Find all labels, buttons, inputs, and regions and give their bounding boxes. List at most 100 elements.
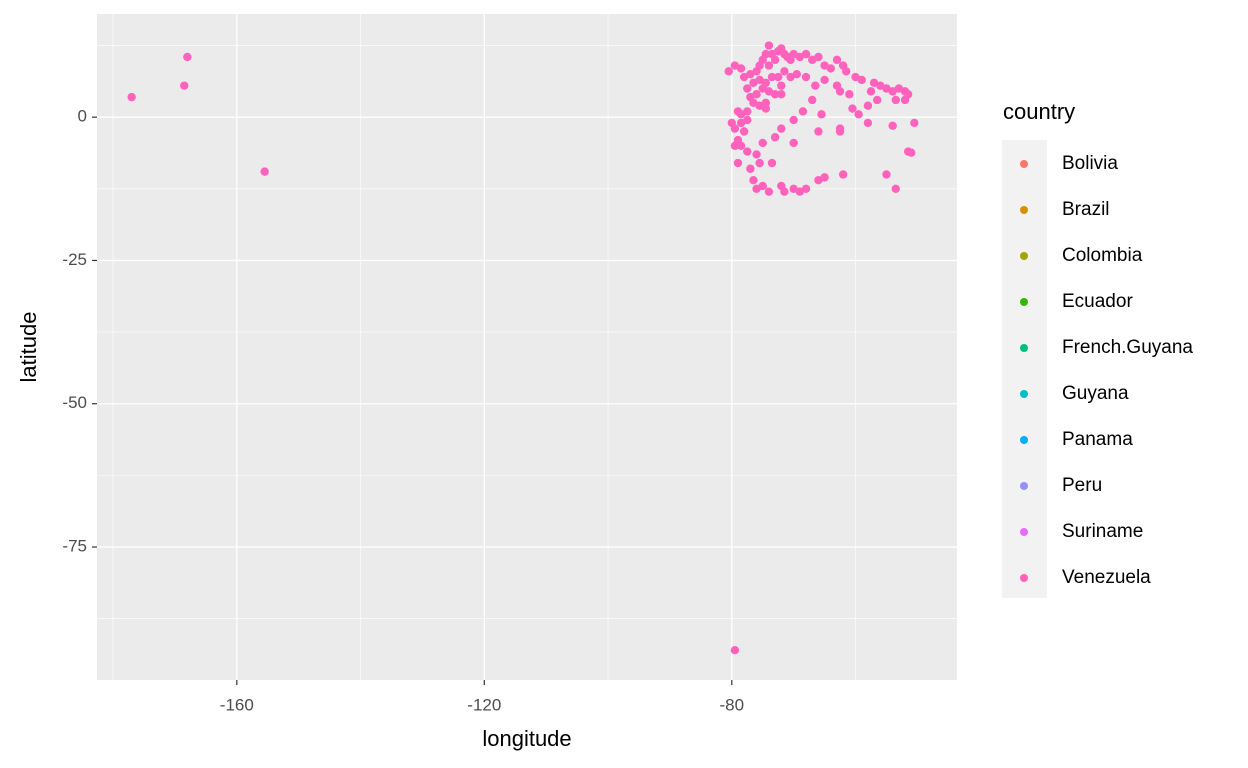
point	[832, 81, 842, 90]
point	[764, 187, 774, 196]
point	[730, 124, 740, 133]
legend-label: Guyana	[1062, 383, 1129, 404]
point	[798, 107, 808, 116]
y-tick-label: -25	[62, 250, 87, 269]
point	[736, 64, 746, 73]
point	[854, 110, 863, 119]
legend-label: Colombia	[1062, 245, 1143, 266]
point	[866, 87, 876, 96]
point	[730, 645, 740, 655]
point	[761, 49, 771, 59]
legend-label: Bolivia	[1062, 153, 1118, 174]
point	[743, 115, 752, 125]
point	[786, 72, 795, 82]
point	[820, 173, 829, 182]
point	[801, 184, 811, 194]
legend-label: Ecuador	[1062, 291, 1133, 312]
point	[777, 124, 786, 133]
point	[749, 78, 758, 87]
point	[808, 95, 817, 105]
x-axis-title: longitude	[482, 726, 571, 751]
point	[872, 95, 882, 105]
point	[845, 90, 854, 99]
legend-keys	[1002, 140, 1047, 598]
point	[842, 67, 851, 76]
point	[826, 64, 835, 73]
point	[900, 95, 910, 105]
point	[907, 148, 916, 157]
legend-label: French.Guyana	[1062, 337, 1193, 358]
point	[863, 118, 873, 128]
point	[801, 49, 811, 59]
legend-label: Peru	[1062, 475, 1102, 496]
point	[838, 170, 848, 179]
point	[733, 158, 743, 168]
point	[746, 164, 755, 173]
point	[755, 158, 764, 168]
point	[780, 67, 789, 76]
legend-marker	[1020, 482, 1028, 490]
point	[758, 138, 767, 148]
point	[749, 176, 758, 185]
point	[730, 141, 740, 151]
point	[857, 75, 866, 85]
legend-label: Panama	[1062, 429, 1133, 450]
point	[801, 72, 811, 82]
point	[773, 72, 783, 82]
point	[882, 170, 891, 179]
point	[767, 72, 777, 82]
legend-label: Venezuela	[1062, 567, 1151, 588]
point	[888, 121, 897, 130]
legend-marker	[1020, 436, 1028, 444]
legend-marker	[1020, 528, 1028, 536]
point	[183, 52, 192, 62]
legend-marker	[1020, 252, 1028, 260]
y-tick-label: -75	[62, 537, 87, 556]
point	[777, 81, 786, 90]
point	[832, 55, 842, 65]
legend-label: Brazil	[1062, 199, 1110, 220]
point	[743, 147, 752, 156]
legend-marker	[1020, 206, 1028, 214]
point	[739, 72, 749, 82]
point	[835, 127, 845, 136]
point	[770, 90, 780, 99]
point	[820, 75, 829, 85]
point	[777, 90, 786, 99]
point	[767, 158, 777, 168]
point	[752, 150, 761, 159]
legend-marker	[1020, 160, 1028, 168]
legend-title: country	[1003, 99, 1075, 124]
x-tick-label: -160	[220, 695, 254, 714]
point	[758, 181, 767, 191]
point	[910, 118, 919, 128]
point	[789, 115, 798, 125]
legend-marker	[1020, 298, 1028, 306]
legend-marker	[1020, 344, 1028, 352]
point	[724, 67, 733, 76]
y-axis-title: latitude	[16, 312, 41, 383]
x-tick-label: -120	[467, 695, 501, 714]
point	[764, 41, 774, 50]
panel	[97, 14, 957, 680]
point	[260, 167, 269, 176]
point	[811, 81, 820, 90]
legend-marker	[1020, 390, 1028, 398]
point	[761, 98, 771, 108]
x-tick-label: -80	[720, 695, 745, 714]
point	[733, 107, 743, 116]
point	[863, 101, 873, 110]
point	[817, 110, 826, 119]
point	[743, 84, 752, 93]
point	[764, 61, 774, 70]
point	[789, 138, 798, 148]
point	[127, 92, 136, 102]
point	[814, 52, 823, 62]
point	[848, 104, 857, 113]
point	[180, 81, 189, 90]
legend-marker	[1020, 574, 1028, 582]
point	[891, 95, 900, 105]
point	[739, 127, 749, 136]
point	[736, 141, 746, 151]
